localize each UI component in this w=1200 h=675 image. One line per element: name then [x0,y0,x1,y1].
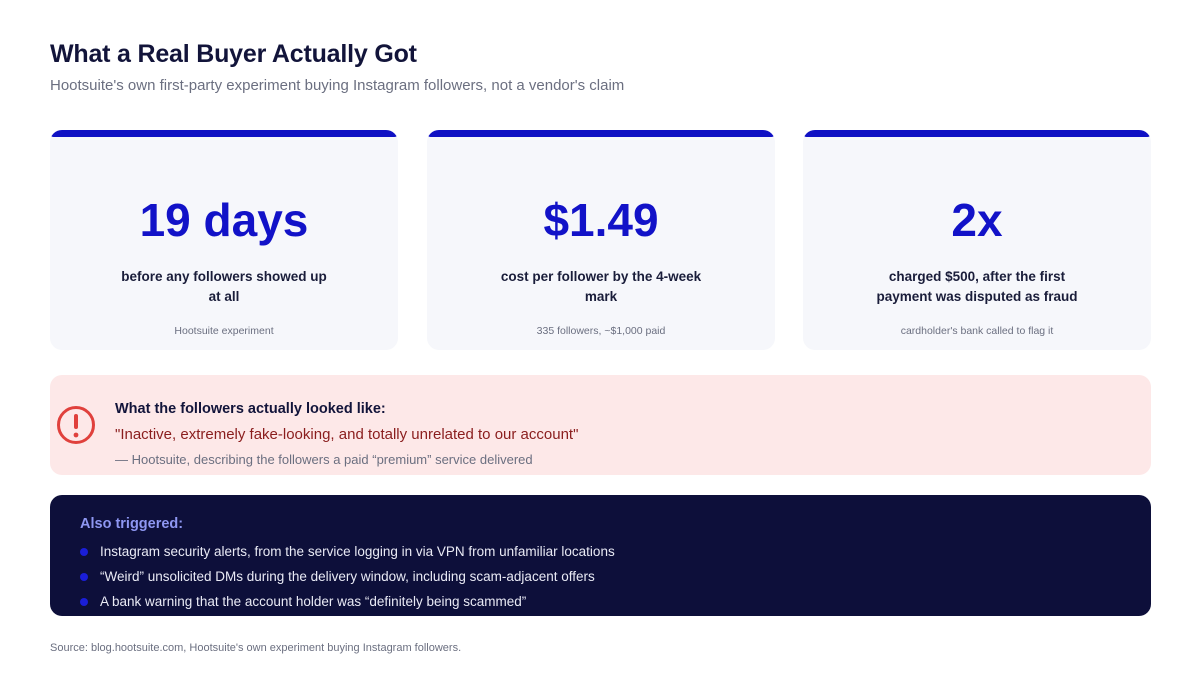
stat-value: 2x [951,194,1003,246]
stat-card-cost: $1.49 cost per follower by the 4-week ma… [427,130,775,350]
stat-note: cardholder's bank called to flag it [900,325,1054,337]
list-item: A bank warning that the account holder w… [80,592,615,617]
stat-note: 335 followers, ~$1,000 paid [536,325,666,337]
stat-card-days: 19 days before any followers showed up a… [50,130,398,350]
quote-attribution: — Hootsuite, describing the followers a … [115,452,533,467]
quote-text: "Inactive, extremely fake-looking, and t… [115,426,579,443]
card-accent-bar [50,130,398,137]
list-item: “Weird” unsolicited DMs during the deliv… [80,567,615,592]
card-accent-bar [803,130,1151,137]
bullet-dot-icon [80,573,88,581]
page-title: What a Real Buyer Actually Got [50,40,417,68]
source-note: Source: blog.hootsuite.com, Hootsuite's … [50,642,462,654]
also-triggered-list: Instagram security alerts, from the serv… [80,542,615,617]
bullet-dot-icon [80,598,88,606]
stat-cards: 19 days before any followers showed up a… [50,130,1151,350]
stat-description: cost per follower by the 4-week mark [500,269,702,304]
stat-card-charged: 2x charged $500, after the first payment… [803,130,1151,350]
quote-heading: What the followers actually looked like: [115,401,386,417]
alert-icon [57,406,95,444]
list-item-text: A bank warning that the account holder w… [100,594,527,609]
list-item-text: Instagram security alerts, from the serv… [100,544,615,559]
page-subtitle: Hootsuite's own first-party experiment b… [50,77,625,94]
quote-callout: What the followers actually looked like:… [50,375,1151,475]
list-item-text: “Weird” unsolicited DMs during the deliv… [100,569,595,584]
stat-description: charged $500, after the first payment wa… [876,269,1078,304]
bullet-dot-icon [80,548,88,556]
stat-value: 19 days [139,194,309,246]
list-item: Instagram security alerts, from the serv… [80,542,615,567]
card-accent-bar [427,130,775,137]
also-triggered-panel: Also triggered: Instagram security alert… [50,495,1151,616]
stat-description: before any followers showed up at all [121,269,327,304]
stat-note: Hootsuite experiment [174,325,274,337]
also-triggered-heading: Also triggered: [80,516,184,532]
stat-value: $1.49 [543,194,659,246]
